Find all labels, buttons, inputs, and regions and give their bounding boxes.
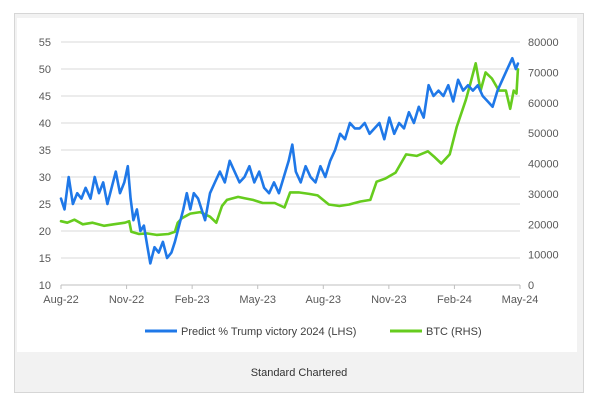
legend-item-trump-odds-label: Predict % Trump victory 2024 (LHS) bbox=[181, 326, 356, 338]
chart-card: 10 15 20 25 30 35 40 45 50 55 0 10000 20000 30000 400… bbox=[17, 18, 577, 352]
y-left-tick-label: 20 bbox=[39, 226, 51, 238]
x-tick-label: May-24 bbox=[502, 294, 539, 306]
y-left-tick-label: 55 bbox=[39, 37, 51, 49]
gridlines bbox=[61, 41, 520, 286]
x-tick-label: Aug-22 bbox=[43, 294, 78, 306]
y-left-tick-label: 25 bbox=[39, 199, 51, 211]
y-left-tick-label: 30 bbox=[39, 172, 51, 184]
y-right-tick-label: 20000 bbox=[528, 219, 559, 231]
x-axis: Aug-22 Nov-22 Feb-23 May-23 Aug-23 Nov-23 Feb-… bbox=[43, 285, 538, 306]
x-tick-label: Nov-23 bbox=[371, 294, 406, 306]
x-tick-label: Feb-23 bbox=[175, 294, 210, 306]
legend-item-btc-label: BTC (RHS) bbox=[426, 326, 482, 338]
x-tick-label: Aug-23 bbox=[306, 294, 341, 306]
y-left-tick-label: 10 bbox=[39, 280, 51, 292]
series-lines bbox=[59, 56, 520, 265]
y-right-tick-label: 0 bbox=[528, 280, 534, 292]
y-right-tick-label: 40000 bbox=[528, 159, 559, 171]
y-left-tick-label: 40 bbox=[39, 118, 51, 130]
y-left-tick-label: 35 bbox=[39, 145, 51, 157]
series-line-btc bbox=[59, 61, 520, 237]
legend: Predict % Trump victory 2024 (LHS) BTC (R… bbox=[145, 326, 482, 338]
y-right-tick-label: 70000 bbox=[528, 67, 559, 79]
source-caption: Standard Chartered bbox=[250, 367, 348, 379]
y-left-tick-label: 45 bbox=[39, 91, 51, 103]
y-right-tick-label: 60000 bbox=[528, 98, 559, 110]
y-axis-right: 0 10000 20000 30000 40000 50000 60000 70000 8000… bbox=[528, 37, 559, 292]
y-axis-left: 10 15 20 25 30 35 40 45 50 55 bbox=[39, 37, 51, 292]
x-tick-label: May-23 bbox=[239, 294, 276, 306]
y-left-tick-label: 50 bbox=[39, 64, 51, 76]
x-tick-label: Feb-24 bbox=[437, 294, 472, 306]
line-chart: 10 15 20 25 30 35 40 45 50 55 0 10000 20000 30000 400… bbox=[39, 37, 559, 338]
y-right-tick-label: 50000 bbox=[528, 128, 559, 140]
y-right-tick-label: 80000 bbox=[528, 37, 559, 49]
y-left-tick-label: 15 bbox=[39, 253, 51, 265]
y-right-tick-label: 10000 bbox=[528, 250, 559, 262]
series-line-trump-odds bbox=[59, 56, 520, 265]
y-right-tick-label: 30000 bbox=[528, 189, 559, 201]
x-tick-label: Nov-22 bbox=[109, 294, 144, 306]
